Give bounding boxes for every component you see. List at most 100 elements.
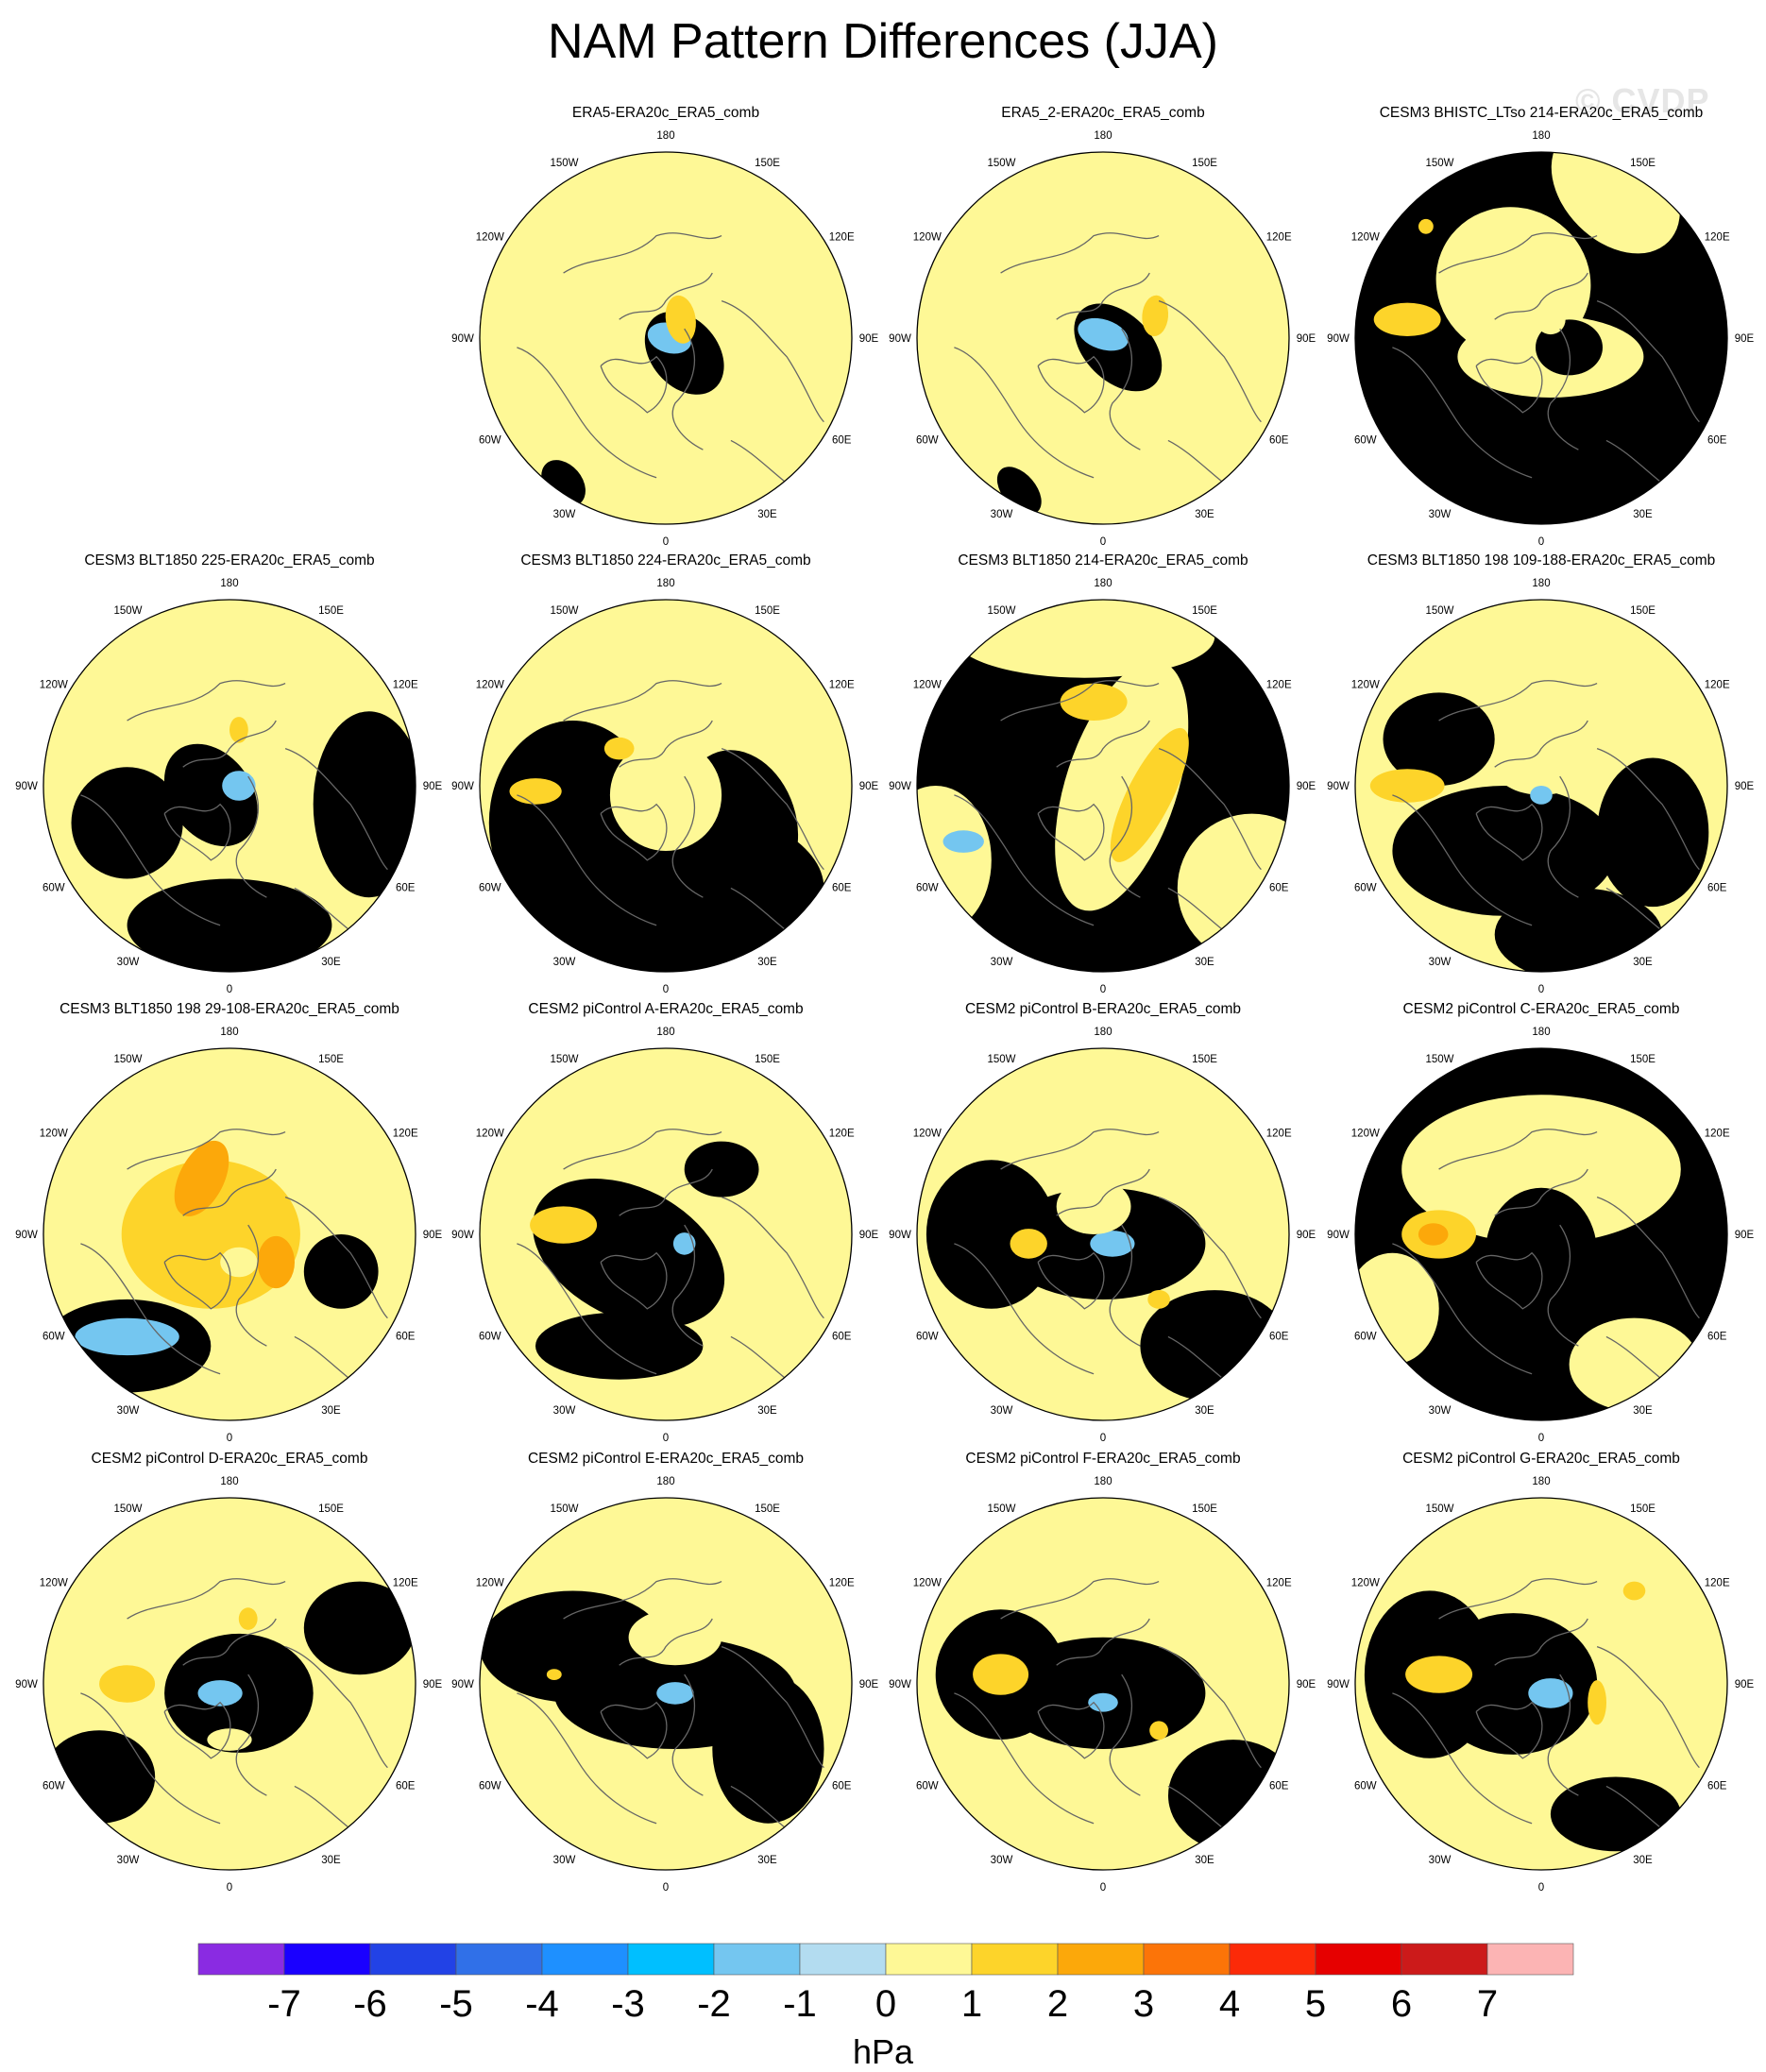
- coastline: [517, 347, 657, 479]
- longitude-label: 30W: [117, 1855, 140, 1866]
- longitude-label: 30E: [321, 1405, 341, 1417]
- longitude-label: 150E: [318, 1503, 344, 1515]
- colorbar-label: 2: [1047, 1983, 1068, 2025]
- longitude-label: 60E: [396, 1332, 416, 1343]
- longitude-label: 120E: [1705, 680, 1730, 691]
- map-border: [916, 151, 1290, 525]
- map-border: [916, 1047, 1290, 1421]
- coastline: [1392, 1692, 1533, 1825]
- longitude-label: 30W: [117, 957, 140, 968]
- longitude-label: 120W: [476, 680, 504, 691]
- longitude-label: 30E: [1633, 1855, 1653, 1866]
- longitude-label: 180: [1094, 578, 1112, 589]
- polar-map-panel: 180 150E 120E 90E 60E 30E 0 30W 60W 90W 120W 150W: [1327, 130, 1754, 548]
- longitude-label: 120W: [913, 1578, 942, 1589]
- polar-map-panel: 180 150E 120E 90E 60E 30E 0 30W 60W 90W 120W 150W: [889, 130, 1316, 548]
- panel-title: CESM3 BLT1850 198 109-188-ERA20c_ERA5_co…: [1367, 552, 1716, 569]
- map-border: [916, 1497, 1290, 1871]
- longitude-label: 90E: [423, 1230, 443, 1241]
- coastline: [1000, 680, 1160, 722]
- longitude-label: 30E: [757, 957, 777, 968]
- coastline: [671, 1673, 704, 1796]
- longitude-label: 0: [1538, 984, 1544, 995]
- anomaly-region: [313, 711, 416, 898]
- longitude-label: 30E: [757, 509, 777, 520]
- longitude-label: 30E: [321, 1855, 341, 1866]
- coastline: [235, 775, 267, 898]
- polar-map-panel: 180 150E 120E 90E 60E 30E 0 30W 60W 90W 120W 150W: [1327, 1027, 1754, 1444]
- longitude-label: 0: [663, 1882, 669, 1894]
- coastline: [1547, 328, 1579, 450]
- polar-map-panel: 180 150E 120E 90E 60E 30E 0 30W 60W 90W 120W 150W: [889, 1027, 1316, 1444]
- coastline: [1158, 1196, 1262, 1319]
- anomaly-region: [1597, 757, 1709, 908]
- longitude-label: 90W: [15, 1230, 38, 1241]
- coastline: [1475, 355, 1543, 414]
- longitude-label: 90E: [1735, 1679, 1755, 1690]
- coastline: [671, 328, 704, 450]
- anomaly-region: [257, 1235, 295, 1289]
- coastline: [600, 1701, 668, 1759]
- coastline: [721, 299, 824, 423]
- longitude-label: 90W: [889, 333, 911, 345]
- coastline: [163, 803, 231, 861]
- anomaly-region: [1149, 1721, 1168, 1741]
- longitude-label: 60W: [479, 435, 501, 447]
- anomaly-region: [535, 1312, 704, 1380]
- coastline: [1494, 272, 1588, 320]
- longitude-label: 120E: [1266, 680, 1292, 691]
- longitude-label: 120W: [476, 1129, 504, 1140]
- panel-title: CESM3 BLT1850 198 29-108-ERA20c_ERA5_com…: [59, 1001, 399, 1017]
- coastline: [1494, 1168, 1588, 1216]
- anomaly-region: [1536, 304, 1566, 335]
- colorbar-label: 1: [961, 1983, 982, 2025]
- colorbar-label: -4: [525, 1983, 559, 2025]
- longitude-label: 180: [1094, 1027, 1112, 1038]
- longitude-label: 0: [1100, 536, 1106, 548]
- longitude-label: 150E: [755, 158, 780, 169]
- coastline: [80, 1692, 221, 1825]
- longitude-label: 120W: [1351, 1578, 1380, 1589]
- anomaly-region: [127, 878, 332, 972]
- longitude-label: 150E: [1192, 1503, 1217, 1515]
- anomaly-region: [1090, 1231, 1135, 1257]
- longitude-label: 120E: [1266, 232, 1292, 244]
- longitude-label: 150W: [1425, 1054, 1453, 1065]
- coastline: [127, 1578, 286, 1620]
- coastline: [127, 680, 286, 722]
- longitude-label: 30E: [1195, 1405, 1214, 1417]
- longitude-label: 30E: [1195, 957, 1214, 968]
- anomaly-region: [1528, 1678, 1573, 1708]
- colorbar-label: -6: [353, 1983, 387, 2025]
- longitude-label: 90E: [1297, 781, 1316, 792]
- coastline: [1605, 887, 1663, 932]
- polar-map-panel: 180 150E 120E 90E 60E 30E 0 30W 60W 90W 120W 150W: [1327, 578, 1754, 995]
- coastline: [563, 680, 722, 722]
- colorbar-label: 4: [1219, 1983, 1240, 2025]
- colorbar-swatch: [369, 1943, 457, 1976]
- coastline: [235, 1673, 267, 1796]
- panel-title: CESM2 piControl E-ERA20c_ERA5_comb: [527, 1451, 805, 1467]
- longitude-label: 150E: [318, 605, 344, 617]
- longitude-label: 60W: [916, 435, 939, 447]
- longitude-label: 0: [663, 984, 669, 995]
- anomaly-region: [973, 1654, 1029, 1695]
- anomaly-region: [665, 295, 696, 344]
- longitude-label: 60E: [1707, 1781, 1727, 1792]
- longitude-label: 30W: [1429, 1405, 1452, 1417]
- anomaly-region: [1369, 769, 1445, 803]
- coastline: [1000, 232, 1160, 274]
- polar-map-panel: 180 150E 120E 90E 60E 30E 0 30W 60W 90W 120W 150W: [1327, 1476, 1755, 1894]
- coastline: [1475, 1251, 1543, 1310]
- map-border: [1354, 599, 1728, 973]
- longitude-label: 150W: [1425, 605, 1453, 617]
- panel-title: CESM2 piControl G-ERA20c_ERA5_comb: [1402, 1451, 1680, 1467]
- longitude-label: 90W: [1327, 1679, 1350, 1690]
- longitude-label: 150W: [987, 1503, 1015, 1515]
- coastline: [1109, 775, 1141, 898]
- anomaly-region: [488, 721, 657, 926]
- longitude-label: 0: [1100, 984, 1106, 995]
- anomaly-region: [1622, 1581, 1646, 1601]
- longitude-label: 120E: [1705, 1578, 1730, 1589]
- coastline: [1605, 1785, 1663, 1830]
